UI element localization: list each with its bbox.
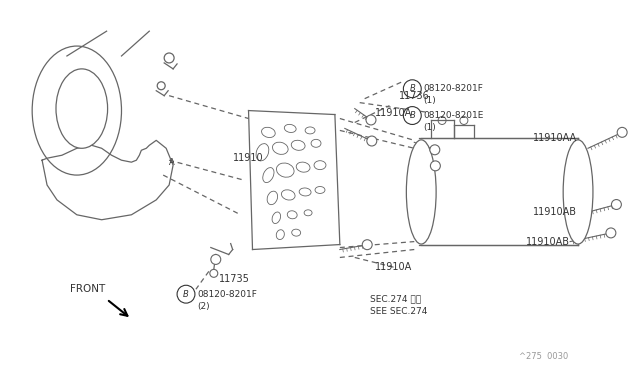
- Text: 11910AA: 11910AA: [533, 133, 577, 143]
- Text: A: A: [169, 158, 175, 167]
- Circle shape: [430, 145, 440, 155]
- Circle shape: [366, 115, 376, 125]
- Ellipse shape: [267, 191, 278, 205]
- Ellipse shape: [56, 69, 108, 148]
- Text: FRONT: FRONT: [70, 284, 105, 294]
- Text: 11910: 11910: [233, 153, 263, 163]
- Circle shape: [403, 107, 421, 125]
- Circle shape: [617, 127, 627, 137]
- Ellipse shape: [284, 124, 296, 132]
- Ellipse shape: [282, 190, 295, 200]
- Text: B: B: [410, 84, 415, 93]
- Text: 08120-8201F: 08120-8201F: [197, 290, 257, 299]
- Text: 11910A: 11910A: [374, 108, 412, 118]
- Circle shape: [403, 80, 421, 98]
- Ellipse shape: [314, 161, 326, 170]
- Ellipse shape: [276, 163, 294, 177]
- Text: 11910AB: 11910AB: [527, 237, 570, 247]
- Text: B: B: [183, 290, 189, 299]
- Ellipse shape: [311, 140, 321, 147]
- Ellipse shape: [256, 144, 269, 161]
- Circle shape: [367, 136, 377, 146]
- Text: (2): (2): [197, 302, 209, 311]
- Circle shape: [211, 254, 221, 264]
- Text: 08120-8201F: 08120-8201F: [423, 84, 483, 93]
- Ellipse shape: [305, 127, 315, 134]
- Ellipse shape: [563, 140, 593, 244]
- Circle shape: [611, 199, 621, 209]
- Ellipse shape: [287, 211, 297, 219]
- Ellipse shape: [263, 168, 274, 183]
- Ellipse shape: [291, 140, 305, 150]
- Text: 11910A: 11910A: [374, 262, 412, 272]
- Circle shape: [362, 240, 372, 250]
- Text: ^275  0030: ^275 0030: [518, 352, 568, 361]
- Ellipse shape: [406, 140, 436, 244]
- Circle shape: [210, 269, 218, 277]
- Ellipse shape: [304, 210, 312, 216]
- Circle shape: [177, 285, 195, 303]
- Text: 11736: 11736: [399, 91, 430, 101]
- Text: B: B: [410, 111, 415, 120]
- Polygon shape: [42, 140, 173, 220]
- Text: SEC.274 参照: SEC.274 参照: [370, 295, 420, 304]
- Text: 11735: 11735: [219, 274, 250, 284]
- Circle shape: [431, 161, 440, 171]
- Ellipse shape: [32, 46, 122, 175]
- Text: (1): (1): [423, 123, 436, 132]
- Ellipse shape: [296, 162, 310, 172]
- Ellipse shape: [273, 142, 288, 154]
- Text: 11910AB: 11910AB: [533, 207, 577, 217]
- Text: (1): (1): [423, 96, 436, 105]
- Text: 08120-8201E: 08120-8201E: [423, 111, 484, 120]
- Ellipse shape: [315, 186, 325, 193]
- Ellipse shape: [292, 229, 301, 236]
- Text: SEE SEC.274: SEE SEC.274: [370, 307, 427, 315]
- Circle shape: [606, 228, 616, 238]
- Ellipse shape: [276, 230, 284, 240]
- Ellipse shape: [262, 127, 275, 138]
- Ellipse shape: [272, 212, 280, 224]
- Ellipse shape: [299, 188, 311, 196]
